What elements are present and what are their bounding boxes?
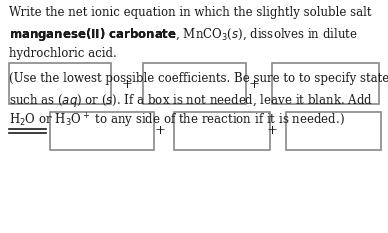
Text: Write the net ionic equation in which the slightly soluble salt: Write the net ionic equation in which th… — [9, 6, 371, 19]
Bar — [272, 63, 379, 104]
Bar — [50, 112, 154, 150]
Text: +: + — [122, 78, 133, 91]
Text: +: + — [267, 124, 278, 137]
Bar — [286, 112, 381, 150]
Text: hydrochloric acid.: hydrochloric acid. — [9, 47, 116, 60]
Text: $\mathbf{manganese(II)\ carbonate}$: $\mathbf{manganese(II)\ carbonate}$ — [9, 26, 177, 43]
Text: (Use the lowest possible coefficients. Be sure to to specify states: (Use the lowest possible coefficients. B… — [9, 72, 388, 85]
Text: such as ($\mathit{aq}$) or ($\mathit{s}$). If a box is not needed, leave it blan: such as ($\mathit{aq}$) or ($\mathit{s}$… — [9, 92, 372, 109]
Text: +: + — [154, 124, 165, 137]
Text: H$_2$O or H$_3$O$^+$ to any side of the reaction if it is needed.): H$_2$O or H$_3$O$^+$ to any side of the … — [9, 111, 344, 130]
Bar — [174, 112, 270, 150]
Bar — [143, 63, 246, 104]
Text: +: + — [249, 78, 260, 91]
Text: $\mathbf{manganese(II)\ carbonate}$, MnCO$_3$($\mathit{s}$), dissolves in dilute: $\mathbf{manganese(II)\ carbonate}$, MnC… — [9, 26, 357, 43]
Bar — [9, 63, 111, 104]
